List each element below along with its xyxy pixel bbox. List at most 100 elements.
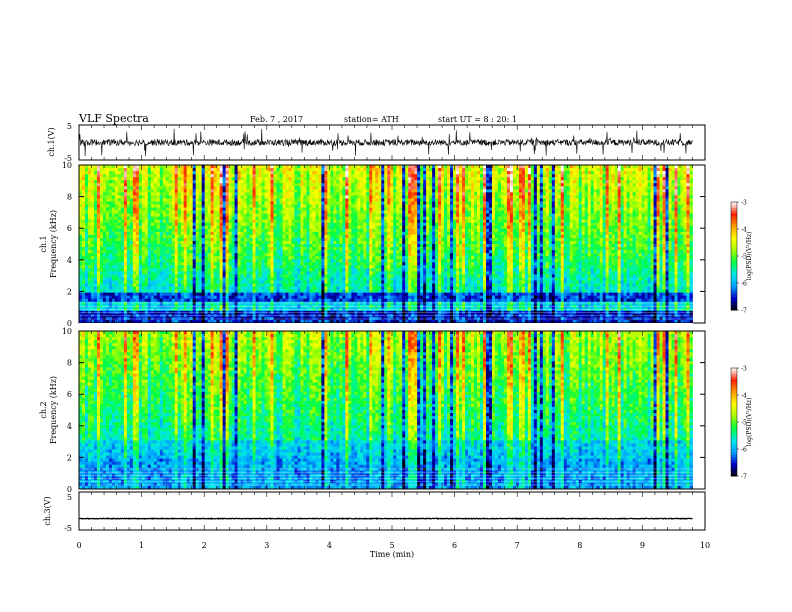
spectrogram-cell (342, 244, 346, 248)
spectrogram-cell (96, 253, 101, 257)
spectrogram-cell (246, 192, 250, 196)
spectrogram-cell (153, 234, 158, 239)
spectrogram-cell (345, 201, 349, 205)
spectrogram-cell (255, 244, 259, 248)
spectrogram-cell (213, 274, 218, 278)
spectrogram-cell (207, 207, 212, 211)
spectrogram-cell (144, 256, 149, 260)
spectrogram-cell (183, 280, 188, 284)
spectrogram-cell (237, 201, 241, 205)
spectrogram-cell (90, 316, 95, 321)
spectrogram-cell (303, 168, 307, 172)
spectrogram-cell (273, 240, 277, 245)
spectrogram-cell (333, 195, 337, 199)
spectrogram-cell (273, 225, 277, 230)
spectrogram-cell (159, 186, 164, 190)
spectrogram-cell (357, 165, 361, 169)
spectrogram-cell (141, 268, 146, 272)
spectrogram-cell (153, 304, 158, 309)
spectrogram-cell (141, 244, 146, 248)
spectrogram-cell (156, 240, 161, 245)
spectrogram-cell (258, 265, 262, 269)
spectrogram-cell (204, 198, 209, 202)
spectrogram-cell (264, 268, 268, 272)
spectrogram-cell (111, 219, 116, 224)
spectrogram-cell (165, 265, 170, 269)
spectrogram-cell (216, 253, 221, 257)
spectrogram-cell (303, 177, 307, 181)
spectrogram-cell (342, 286, 346, 290)
spectrogram-cell (195, 186, 200, 190)
spectrogram-cell (150, 168, 155, 172)
spectrogram-cell (303, 265, 307, 269)
spectrogram-cell (96, 210, 101, 215)
spectrogram-cell (135, 177, 140, 181)
spectrogram-cell (324, 319, 328, 323)
spectrogram-cell (201, 174, 206, 178)
spectrogram-cell (348, 298, 352, 303)
spectrogram-cell (315, 286, 319, 290)
spectrogram-cell (312, 198, 316, 202)
spectrogram-cell (330, 295, 334, 300)
spectrogram-cell (84, 250, 89, 254)
spectrogram-cell (270, 210, 274, 215)
spectrogram-cell (81, 259, 86, 263)
spectrogram-cell (114, 283, 119, 287)
spectrogram-cell (279, 240, 283, 245)
spectrogram-cell (348, 177, 352, 181)
spectrogram-cell (243, 186, 247, 190)
spectrogram-cell (90, 280, 95, 284)
spectrogram-cell (357, 195, 361, 199)
spectrogram-cell (132, 219, 137, 224)
spectrogram-cell (153, 210, 158, 215)
spectrogram-cell (93, 174, 98, 178)
spectrogram-cell (153, 186, 158, 190)
spectrogram-cell (291, 192, 295, 196)
spectrogram-cell (108, 186, 113, 190)
spectrogram-cell (327, 225, 331, 230)
spectrogram-cell (297, 192, 301, 196)
spectrogram-cell (309, 292, 313, 297)
spectrogram-cell (156, 304, 161, 309)
spectrogram-cell (330, 189, 334, 193)
spectrogram-cell (351, 301, 355, 306)
spectrogram-cell (159, 301, 164, 306)
spectrogram-cell (186, 174, 191, 178)
spectrogram-cell (171, 271, 176, 275)
spectrogram-cell (348, 268, 352, 272)
spectrogram-cell (168, 189, 173, 193)
spectrogram-cell (315, 195, 319, 199)
spectrogram-cell (333, 192, 337, 196)
spectrogram-cell (348, 213, 352, 218)
spectrogram-cell (252, 222, 256, 227)
spectrogram-cell (207, 171, 212, 175)
spectrogram-cell (117, 216, 122, 221)
spectrogram-cell (120, 289, 125, 294)
spectrogram-cell (135, 189, 140, 193)
spectrogram-cell (186, 286, 191, 290)
spectrogram-cell (141, 316, 146, 321)
spectrogram-cell (171, 228, 176, 233)
spectrogram-cell (114, 195, 119, 199)
spectrogram-cell (321, 295, 325, 300)
spectrogram-cell (132, 195, 137, 199)
spectrogram-cell (303, 171, 307, 175)
spectrogram-cell (79, 174, 83, 178)
spectrogram-cell (132, 174, 137, 178)
spectrogram-cell (291, 286, 295, 290)
spectrogram-cell (243, 192, 247, 196)
spectrogram-cell (267, 216, 271, 221)
spectrogram-cell (108, 280, 113, 284)
spectrogram-cell (117, 174, 122, 178)
spectrogram-cell (249, 222, 253, 227)
spectrogram-cell (252, 268, 256, 272)
spectrogram-cell (237, 234, 241, 239)
spectrogram-cell (273, 247, 277, 251)
spectrogram-cell (252, 240, 256, 245)
spectrogram-cell (111, 171, 116, 175)
spectrogram-cell (225, 237, 230, 242)
spectrogram-cell (267, 244, 271, 248)
spectrogram-cell (150, 253, 155, 257)
spectrogram-cell (177, 289, 182, 294)
spectrogram-cell (237, 231, 241, 236)
